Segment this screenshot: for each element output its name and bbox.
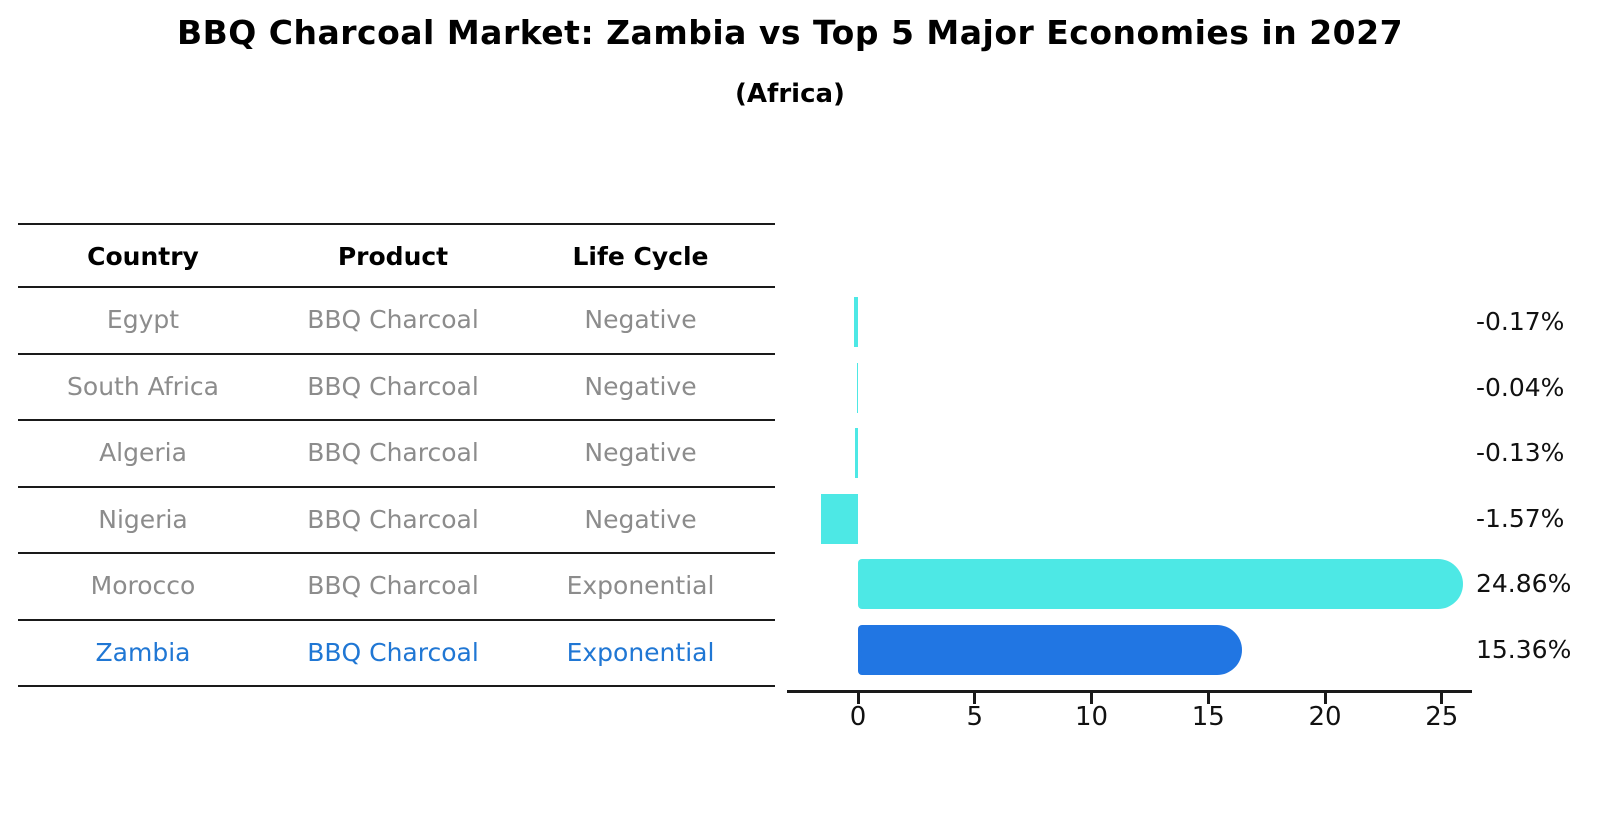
cell-country: Egypt [106, 305, 180, 334]
chart-subtitle: (Africa) [735, 79, 845, 109]
cell-country: South Africa [67, 371, 219, 401]
table-row-egypt: Egypt BBQ Charcoal Negative [18, 288, 775, 355]
col-header-product: Product [337, 242, 449, 271]
cell-country: Zambia [95, 637, 191, 667]
cell-life-cycle: Exponential [566, 637, 715, 667]
table-row-algeria: Algeria BBQ Charcoal Negative [18, 421, 775, 488]
cell-product: BBQ Charcoal [307, 637, 479, 667]
bar-zambia [858, 625, 1242, 675]
bar-value-label: -0.17% [1476, 307, 1565, 336]
cell-country: Morocco [90, 571, 196, 600]
table-row-nigeria: Nigeria BBQ Charcoal Negative [18, 488, 775, 554]
cell-life-cycle: Negative [584, 305, 697, 334]
x-axis-tick-label: 15 [1191, 702, 1225, 732]
x-axis-tick-label: 10 [1074, 702, 1109, 732]
country-table: Country Product Life Cycle Egypt BBQ Cha… [18, 223, 775, 687]
col-header-country: Country [87, 242, 199, 271]
table-header-row: Country Product Life Cycle [18, 223, 775, 288]
cell-life-cycle: Negative [584, 504, 697, 534]
x-axis-tick-label: 0 [849, 702, 867, 732]
chart-title: BBQ Charcoal Market: Zambia vs Top 5 Maj… [176, 13, 1404, 52]
bar-value-label: -1.57% [1476, 503, 1565, 533]
bar-morocco [858, 559, 1464, 610]
x-axis-tick [1090, 693, 1093, 704]
x-axis-tick-label: 25 [1425, 702, 1459, 732]
bar-value-label: -0.04% [1476, 372, 1565, 402]
col-header-life-cycle: Life Cycle [572, 242, 709, 271]
bar-nigeria [821, 493, 858, 544]
table-row-zambia: Zambia BBQ Charcoal Exponential [18, 621, 775, 687]
cell-country: Nigeria [98, 504, 188, 534]
cell-product: BBQ Charcoal [307, 504, 479, 534]
cell-country: Algeria [99, 438, 187, 467]
bar-value-label: -0.13% [1476, 438, 1565, 468]
x-axis-line [787, 690, 1472, 693]
x-axis-tick-label: 20 [1308, 702, 1342, 732]
table-row-south-africa: South Africa BBQ Charcoal Negative [18, 355, 775, 421]
cell-life-cycle: Negative [584, 438, 697, 467]
bar-egypt [854, 297, 858, 347]
table-row-morocco: Morocco BBQ Charcoal Exponential [18, 554, 775, 621]
x-axis-tick-label: 5 [966, 702, 984, 732]
cell-product: BBQ Charcoal [307, 305, 479, 334]
cell-product: BBQ Charcoal [307, 371, 479, 401]
x-axis-tick [856, 693, 860, 704]
x-axis-tick [1206, 693, 1210, 704]
cell-product: BBQ Charcoal [307, 438, 479, 467]
bar-algeria [854, 428, 858, 479]
cell-product: BBQ Charcoal [307, 571, 479, 600]
cell-life-cycle: Exponential [566, 571, 715, 600]
x-axis-tick [973, 693, 977, 704]
x-axis-tick [1440, 693, 1444, 704]
x-axis-tick [1323, 693, 1327, 704]
bar-value-label: 15.36% [1476, 635, 1572, 664]
bar-south-africa [856, 362, 858, 413]
bar-value-label: 24.86% [1476, 569, 1572, 599]
cell-life-cycle: Negative [584, 371, 697, 401]
